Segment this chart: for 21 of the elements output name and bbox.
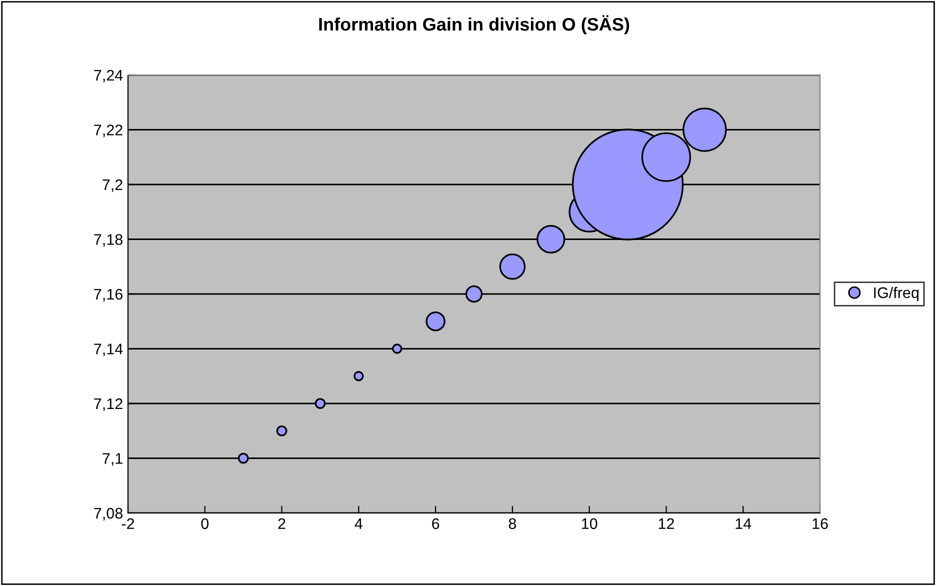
legend-label: IG/freq [874, 286, 918, 302]
y-tick-label: 7,14 [94, 344, 123, 356]
chart-title: Information Gain in division O (SÄS) [319, 15, 630, 34]
x-tick-label: 16 [812, 518, 828, 530]
x-tick-label: 10 [582, 518, 598, 530]
x-tick-label: 2 [278, 518, 286, 529]
x-tick-label: 0 [201, 518, 209, 530]
x-tick-label: 12 [658, 518, 674, 529]
x-tick-label: 8 [508, 518, 516, 530]
y-tick-label: 7,1 [102, 453, 122, 466]
y-tick-label: 7,16 [94, 288, 122, 302]
y-tick-label: 7,12 [94, 398, 122, 411]
x-tick-label: 6 [432, 518, 440, 530]
y-tick-label: 7,22 [94, 124, 122, 138]
x-tick-label: 14 [736, 518, 752, 529]
x-tick-label: 4 [354, 518, 362, 529]
x-tick-label: -2 [122, 518, 134, 529]
y-tick-label: 7,18 [94, 234, 122, 247]
y-tick-label: 7,24 [94, 70, 123, 82]
y-tick-label: 7,2 [102, 179, 122, 192]
y-tick-label: 7,08 [94, 508, 122, 520]
